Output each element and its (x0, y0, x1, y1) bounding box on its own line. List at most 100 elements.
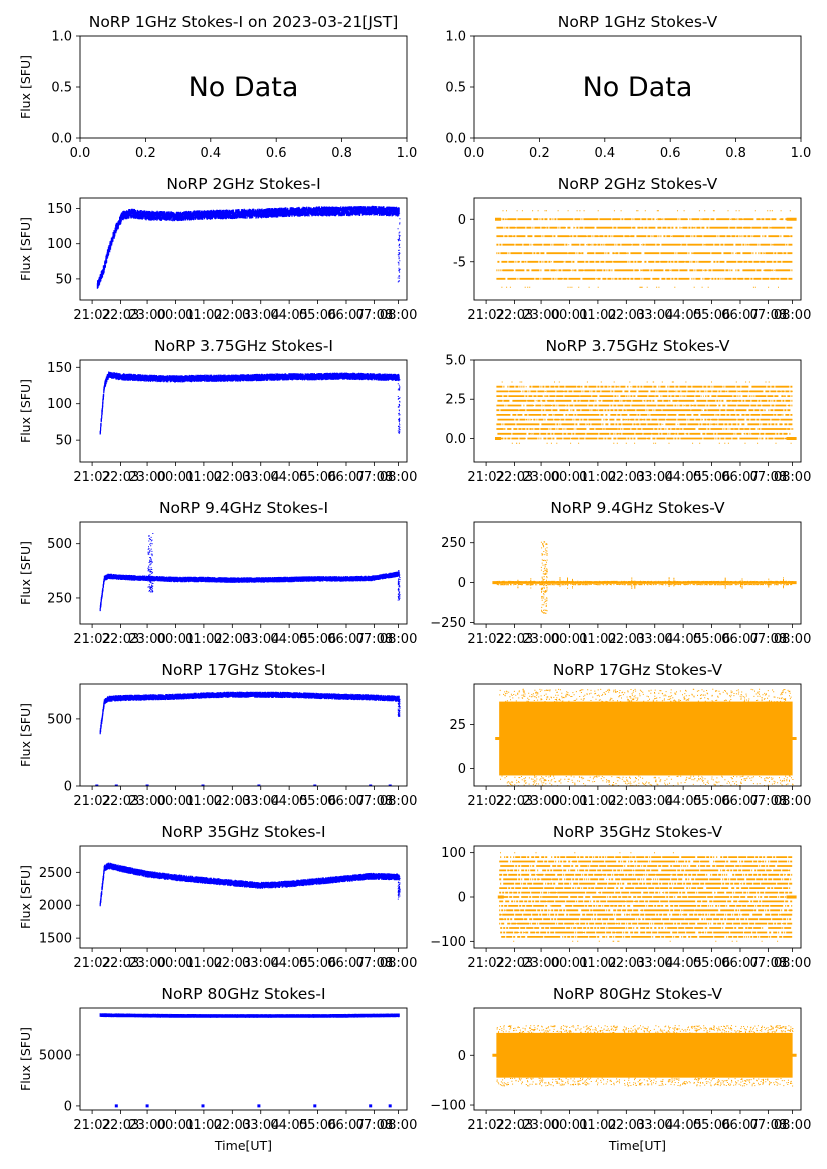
x-tick-label: 05:06 (693, 1118, 730, 1133)
x-tick-label: 23:00 (522, 632, 559, 647)
x-tick-label: 00:01 (551, 1118, 588, 1133)
plot-area (99, 533, 401, 612)
y-tick-label: 0.0 (51, 132, 72, 147)
x-tick-label: 04:05 (270, 794, 307, 809)
x-tick-label: 22:03 (102, 470, 139, 485)
axes-frame (79, 359, 408, 463)
x-tick-label: 06:07 (327, 470, 364, 485)
x-tick-label: 07:08 (356, 632, 393, 647)
axes-frame (473, 845, 802, 949)
x-tick-label: 02:03 (608, 632, 645, 647)
x-tick-label: 01:02 (579, 308, 616, 323)
x-tick-label: 1.0 (397, 146, 418, 161)
y-tick-label: 0 (458, 576, 466, 591)
chart-title: NoRP 3.75GHz Stokes-V (545, 337, 729, 355)
x-tick-label: 23:00 (522, 794, 559, 809)
x-tick-label: 22:03 (496, 470, 533, 485)
x-tick-label: 0.4 (200, 146, 221, 161)
x-tick-label: 03:04 (242, 308, 279, 323)
x-tick-label: 08:00 (774, 632, 811, 647)
plot-area (95, 691, 401, 786)
y-tick-label: 0 (458, 1049, 466, 1064)
y-tick-label: 50 (55, 272, 72, 287)
x-tick-label: 06:07 (327, 794, 364, 809)
y-tick-label: 250 (441, 536, 466, 551)
x-tick-label: 00:01 (551, 470, 588, 485)
x-tick-label: 08:00 (774, 956, 811, 971)
x-tick-label: 00:01 (157, 308, 194, 323)
y-tick-label: 5.0 (445, 354, 466, 369)
x-tick-label: 04:05 (664, 1118, 701, 1133)
x-tick-label: 01:02 (185, 470, 222, 485)
x-tick-label: 03:04 (636, 956, 673, 971)
y-tick-label: 25 (449, 718, 466, 733)
chart-panel-p13: NoRP 80GHz Stokes-I Flux [SFU] Time[UT] 21:… (18, 985, 417, 1153)
x-tick-label: 07:08 (356, 794, 393, 809)
chart-title: NoRP 2GHz Stokes-I (166, 175, 320, 193)
x-tick-label: 07:08 (750, 470, 787, 485)
y-axis-label: Flux [SFU] (18, 703, 33, 767)
x-tick-label: 23:00 (128, 1118, 165, 1133)
x-tick-label: 00:01 (157, 956, 194, 971)
data-points (99, 371, 401, 435)
data-points (497, 852, 797, 942)
y-tick-label: 1.0 (51, 30, 72, 45)
x-tick-label: 07:08 (356, 308, 393, 323)
chart-title: NoRP 17GHz Stokes-V (553, 661, 723, 679)
y-tick-label: 2500 (39, 866, 72, 881)
axes-frame (79, 197, 408, 301)
plot-area (492, 541, 797, 614)
x-tick-label: 04:05 (270, 632, 307, 647)
x-tick-label: 05:06 (693, 470, 730, 485)
x-tick-label: 23:00 (522, 956, 559, 971)
y-tick-label: 0 (64, 780, 72, 795)
x-tick-label: 02:03 (214, 794, 251, 809)
y-tick-label: 500 (47, 537, 72, 552)
axes-frame (473, 197, 802, 301)
x-tick-label: 0.8 (725, 146, 746, 161)
data-points (99, 862, 401, 907)
axes-frame (473, 683, 802, 787)
x-tick-label: 05:06 (693, 632, 730, 647)
x-tick-label: 0.6 (266, 146, 287, 161)
x-tick-label: 08:00 (380, 956, 417, 971)
chart-panel-p10: NoRP 17GHz Stokes-V21:0222:0323:0000:010… (449, 661, 811, 809)
x-tick-label: 06:07 (327, 308, 364, 323)
y-axis-label: Flux [SFU] (18, 217, 33, 281)
x-tick-label: 23:00 (128, 632, 165, 647)
x-tick-label: 0.2 (529, 146, 550, 161)
stokes-v-band (496, 581, 793, 584)
x-tick-label: 06:07 (721, 470, 758, 485)
plot-area (495, 381, 797, 444)
plot-area (495, 210, 797, 288)
x-tick-label: 21:02 (73, 632, 110, 647)
chart-title: NoRP 9.4GHz Stokes-V (550, 499, 725, 517)
x-tick-label: 23:00 (522, 470, 559, 485)
data-points (99, 1013, 400, 1108)
no-data-message: No Data (583, 72, 693, 103)
chart-panel-p14: NoRP 80GHz Stokes-V Time[UT] 21:0222:0323:… (430, 985, 811, 1153)
x-tick-label: 06:07 (721, 956, 758, 971)
x-tick-label: 08:00 (380, 632, 417, 647)
y-axis-label: Flux [SFU] (18, 379, 33, 443)
y-tick-label: 2000 (39, 899, 72, 914)
plot-area (96, 205, 401, 289)
x-tick-label: 03:04 (242, 1118, 279, 1133)
x-tick-label: 04:05 (664, 956, 701, 971)
x-tick-label: 22:03 (102, 794, 139, 809)
y-tick-label: 0.5 (51, 81, 72, 96)
x-tick-label: 02:03 (608, 308, 645, 323)
x-tick-label: 05:06 (693, 794, 730, 809)
y-tick-label: 250 (47, 591, 72, 606)
x-tick-label: 01:02 (185, 956, 222, 971)
x-tick-label: 08:00 (380, 308, 417, 323)
x-tick-label: 07:08 (356, 1118, 393, 1133)
x-tick-label: 00:01 (551, 308, 588, 323)
y-tick-label: −250 (430, 616, 466, 631)
axes-frame (79, 683, 408, 787)
x-tick-label: 07:08 (750, 1118, 787, 1133)
x-tick-label: 02:03 (214, 308, 251, 323)
chart-panel-p5: NoRP 3.75GHz Stokes-I Flux [SFU] 21:0222:0… (18, 337, 417, 485)
x-tick-label: 08:00 (380, 1118, 417, 1133)
